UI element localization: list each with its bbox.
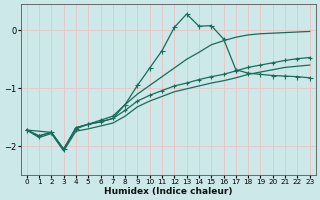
X-axis label: Humidex (Indice chaleur): Humidex (Indice chaleur) [104,187,232,196]
